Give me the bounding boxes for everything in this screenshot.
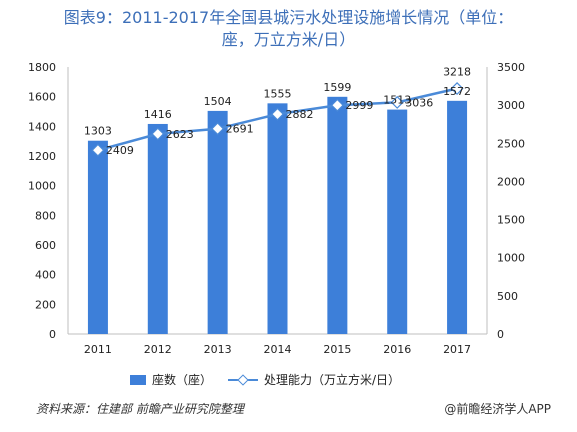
line-marker bbox=[270, 107, 285, 121]
legend-item-bar: 座数（座） bbox=[130, 371, 212, 388]
x-tick-label: 2012 bbox=[144, 343, 172, 356]
right-tick-label: 3500 bbox=[497, 61, 525, 74]
brand-credit: @前瞻经济学人APP bbox=[444, 400, 551, 417]
bar-data-label: 1513 bbox=[383, 94, 411, 107]
legend-bar-swatch bbox=[130, 374, 146, 385]
line-data-label: 2999 bbox=[345, 99, 373, 112]
right-tick-label: 3000 bbox=[497, 99, 525, 112]
legend-item-line: 处理能力（万立方米/日） bbox=[228, 371, 400, 388]
source-note: 资料来源：住建部 前瞻产业研究院整理 bbox=[36, 402, 244, 416]
x-tick-label: 2011 bbox=[84, 343, 112, 356]
bar bbox=[87, 140, 108, 334]
legend-line-label: 处理能力（万立方米/日） bbox=[264, 373, 401, 387]
line-marker bbox=[91, 143, 105, 157]
right-tick-label: 0 bbox=[497, 328, 504, 341]
line-marker bbox=[330, 98, 344, 112]
bar-data-label: 1599 bbox=[323, 81, 351, 94]
left-tick-label: 1600 bbox=[28, 91, 56, 104]
bar bbox=[147, 123, 168, 335]
right-tick-label: 2500 bbox=[497, 137, 525, 150]
left-tick-label: 1200 bbox=[28, 150, 56, 163]
line-marker bbox=[211, 122, 225, 136]
bar-data-label: 1504 bbox=[204, 95, 232, 108]
bar bbox=[447, 100, 468, 334]
bar bbox=[207, 110, 228, 334]
line-data-label: 3036 bbox=[405, 96, 433, 109]
left-tick-label: 600 bbox=[35, 239, 56, 252]
left-tick-label: 1800 bbox=[28, 61, 56, 74]
left-tick-label: 1000 bbox=[28, 180, 56, 193]
line-marker bbox=[390, 95, 404, 109]
line-data-label: 2409 bbox=[106, 144, 134, 157]
bar bbox=[387, 109, 408, 335]
line-data-label: 2691 bbox=[226, 123, 254, 136]
right-tick-label: 1000 bbox=[497, 252, 525, 265]
legend-line-swatch bbox=[228, 373, 258, 386]
x-tick-label: 2014 bbox=[264, 343, 292, 356]
line-data-label: 2882 bbox=[286, 108, 314, 121]
left-tick-label: 400 bbox=[35, 269, 56, 282]
line-data-label: 3218 bbox=[443, 66, 471, 79]
chart-title-line1: 图表9：2011-2017年全国县城污水处理设施增长情况（单位： bbox=[63, 8, 514, 27]
line-marker bbox=[450, 82, 464, 96]
chart-title-line2: 座，万立方米/日） bbox=[221, 30, 356, 49]
left-tick-label: 1400 bbox=[28, 120, 56, 133]
line-marker bbox=[151, 127, 165, 141]
x-tick-label: 2017 bbox=[443, 343, 471, 356]
x-tick-label: 2016 bbox=[383, 343, 411, 356]
right-tick-label: 1500 bbox=[497, 214, 525, 227]
left-tick-label: 800 bbox=[35, 209, 56, 222]
x-tick-label: 2015 bbox=[323, 343, 351, 356]
bar-data-label: 1555 bbox=[264, 87, 292, 100]
bar bbox=[327, 96, 348, 334]
bar-data-label: 1416 bbox=[144, 108, 172, 121]
chart-legend: 座数（座） 处理能力（万立方米/日） bbox=[0, 371, 577, 391]
right-tick-label: 2000 bbox=[497, 175, 525, 188]
bar bbox=[267, 103, 288, 334]
bar-data-label: 1572 bbox=[443, 85, 471, 98]
left-tick-label: 0 bbox=[49, 328, 56, 341]
left-tick-label: 200 bbox=[35, 298, 56, 311]
legend-bar-label: 座数（座） bbox=[152, 373, 213, 387]
right-tick-label: 500 bbox=[497, 290, 518, 303]
bar-data-label: 1303 bbox=[84, 125, 112, 138]
brand-text: @前瞻经济学人APP bbox=[444, 402, 551, 416]
x-tick-label: 2013 bbox=[204, 343, 232, 356]
line-data-label: 2623 bbox=[166, 128, 194, 141]
